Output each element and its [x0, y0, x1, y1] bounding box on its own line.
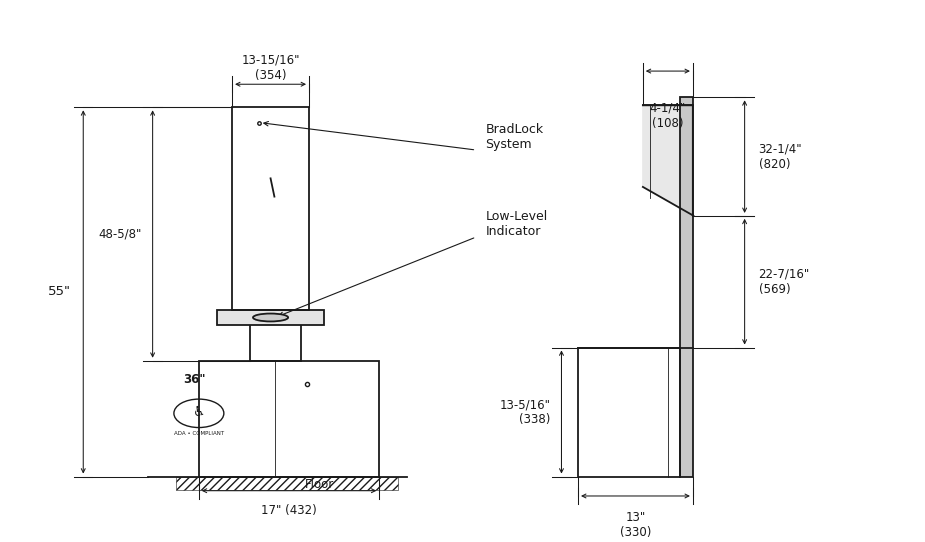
Text: 13-5/16"
(338): 13-5/16" (338) — [500, 398, 550, 426]
Text: 32-1/4"
(820): 32-1/4" (820) — [758, 143, 802, 171]
Text: Floor: Floor — [305, 478, 335, 491]
Ellipse shape — [253, 313, 289, 321]
Text: 4-1/4"
(108): 4-1/4" (108) — [649, 101, 686, 130]
Text: 36": 36" — [183, 372, 205, 385]
Text: BradLock
System: BradLock System — [486, 123, 544, 151]
Bar — [578, 347, 680, 476]
Text: 55": 55" — [48, 286, 71, 299]
Text: Low-Level
Indicator: Low-Level Indicator — [486, 210, 548, 238]
Text: 13-15/16"
(354): 13-15/16" (354) — [241, 54, 300, 82]
Text: ADA • COMPLIANT: ADA • COMPLIANT — [174, 431, 224, 436]
Bar — [232, 107, 309, 310]
Bar — [250, 324, 301, 360]
Bar — [199, 360, 379, 476]
Text: 17" (432): 17" (432) — [261, 505, 317, 518]
Bar — [680, 98, 693, 476]
Text: 22-7/16"
(569): 22-7/16" (569) — [758, 268, 809, 296]
Text: 48-5/8": 48-5/8" — [98, 228, 142, 241]
Polygon shape — [643, 105, 694, 216]
Bar — [217, 310, 324, 325]
Text: ♿: ♿ — [192, 405, 205, 419]
Text: 13"
(330): 13" (330) — [620, 511, 651, 539]
